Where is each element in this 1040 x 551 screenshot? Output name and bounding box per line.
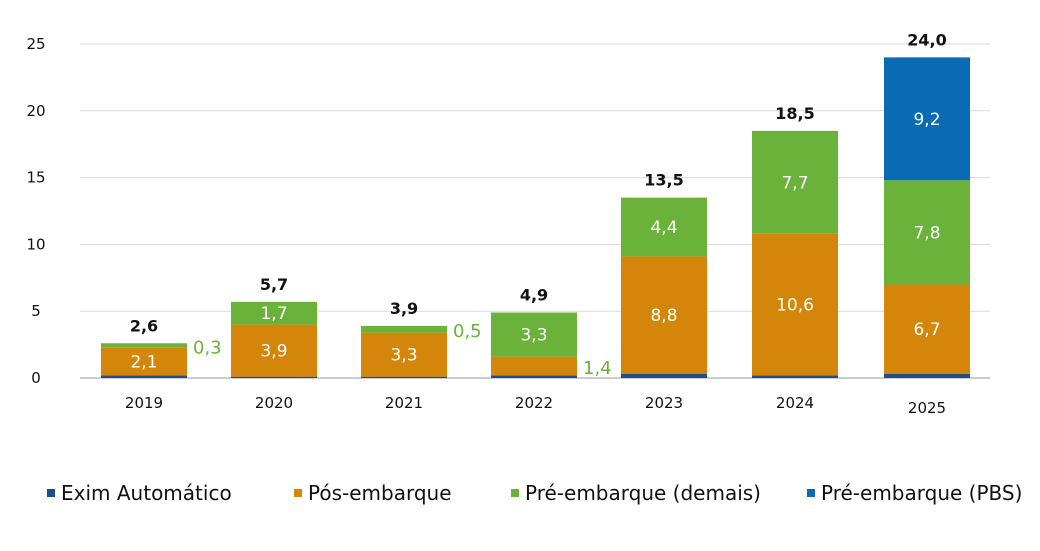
bar-segment bbox=[491, 375, 577, 378]
x-tick-label: 2025 bbox=[908, 399, 946, 417]
legend-marker bbox=[511, 489, 519, 497]
legend-marker bbox=[294, 489, 302, 497]
bar-segment bbox=[621, 373, 707, 378]
segment-label: 6,7 bbox=[913, 320, 940, 340]
bar-segment bbox=[884, 180, 970, 285]
total-label: 3,9 bbox=[390, 299, 418, 318]
legend-label: Pré-embarque (demais) bbox=[525, 481, 761, 505]
bar-segment bbox=[361, 376, 447, 378]
segment-label: 7,8 bbox=[913, 223, 940, 243]
x-tick-label: 2021 bbox=[385, 394, 423, 412]
total-label: 4,9 bbox=[520, 286, 548, 305]
bar-segment bbox=[231, 324, 317, 377]
bar-segment bbox=[884, 373, 970, 378]
total-label: 5,7 bbox=[260, 275, 288, 294]
y-tick-label: 10 bbox=[26, 235, 45, 253]
bar-segment bbox=[752, 130, 838, 234]
bar-segment bbox=[621, 197, 707, 257]
segment-label: 3,3 bbox=[520, 326, 547, 346]
legend-label: Pós-embarque bbox=[308, 481, 452, 505]
segment-label: 9,2 bbox=[913, 110, 940, 130]
segment-label: 3,3 bbox=[390, 346, 417, 366]
bar-segment bbox=[361, 332, 447, 377]
segment-label: 10,6 bbox=[776, 296, 814, 316]
segment-label: 8,8 bbox=[650, 306, 677, 326]
x-tick-label: 2022 bbox=[515, 394, 553, 412]
segment-label: 1,4 bbox=[583, 358, 612, 379]
bar-segment bbox=[231, 376, 317, 378]
bar-segment bbox=[491, 312, 577, 357]
legend-marker bbox=[47, 489, 55, 497]
x-tick-label: 2023 bbox=[645, 394, 683, 412]
y-tick-label: 5 bbox=[31, 302, 41, 320]
legend-marker bbox=[807, 489, 815, 497]
bar-segment bbox=[231, 301, 317, 325]
segment-label: 4,4 bbox=[650, 218, 677, 238]
total-label: 2,6 bbox=[130, 316, 158, 335]
total-label: 24,0 bbox=[907, 30, 946, 49]
total-label: 13,5 bbox=[644, 171, 683, 190]
y-tick-label: 15 bbox=[26, 169, 45, 187]
segment-label: 1,7 bbox=[260, 304, 287, 324]
bar-segment bbox=[361, 325, 447, 333]
x-tick-label: 2020 bbox=[255, 394, 293, 412]
bar-segment bbox=[101, 347, 187, 376]
legend-label: Pré-embarque (PBS) bbox=[821, 481, 1022, 505]
legend-label: Exim Automático bbox=[61, 481, 232, 505]
bar-segment bbox=[101, 375, 187, 378]
bar-segment bbox=[491, 356, 577, 376]
segment-label: 3,9 bbox=[260, 342, 287, 362]
bar-segment bbox=[752, 375, 838, 378]
segment-label: 0,5 bbox=[453, 321, 482, 342]
total-label: 18,5 bbox=[775, 104, 814, 123]
bar-segment bbox=[884, 57, 970, 181]
x-tick-label: 2024 bbox=[776, 394, 814, 412]
bar-segment bbox=[101, 343, 187, 348]
segment-label: 0,3 bbox=[193, 337, 222, 358]
bar-segment bbox=[621, 256, 707, 374]
bar-segment bbox=[884, 284, 970, 374]
segment-label: 7,7 bbox=[781, 173, 808, 193]
y-tick-label: 20 bbox=[26, 102, 45, 120]
y-tick-label: 25 bbox=[26, 35, 45, 53]
bar-segment bbox=[752, 233, 838, 376]
x-tick-label: 2019 bbox=[125, 394, 163, 412]
y-tick-label: 0 bbox=[31, 369, 41, 387]
segment-label: 2,1 bbox=[130, 352, 157, 372]
